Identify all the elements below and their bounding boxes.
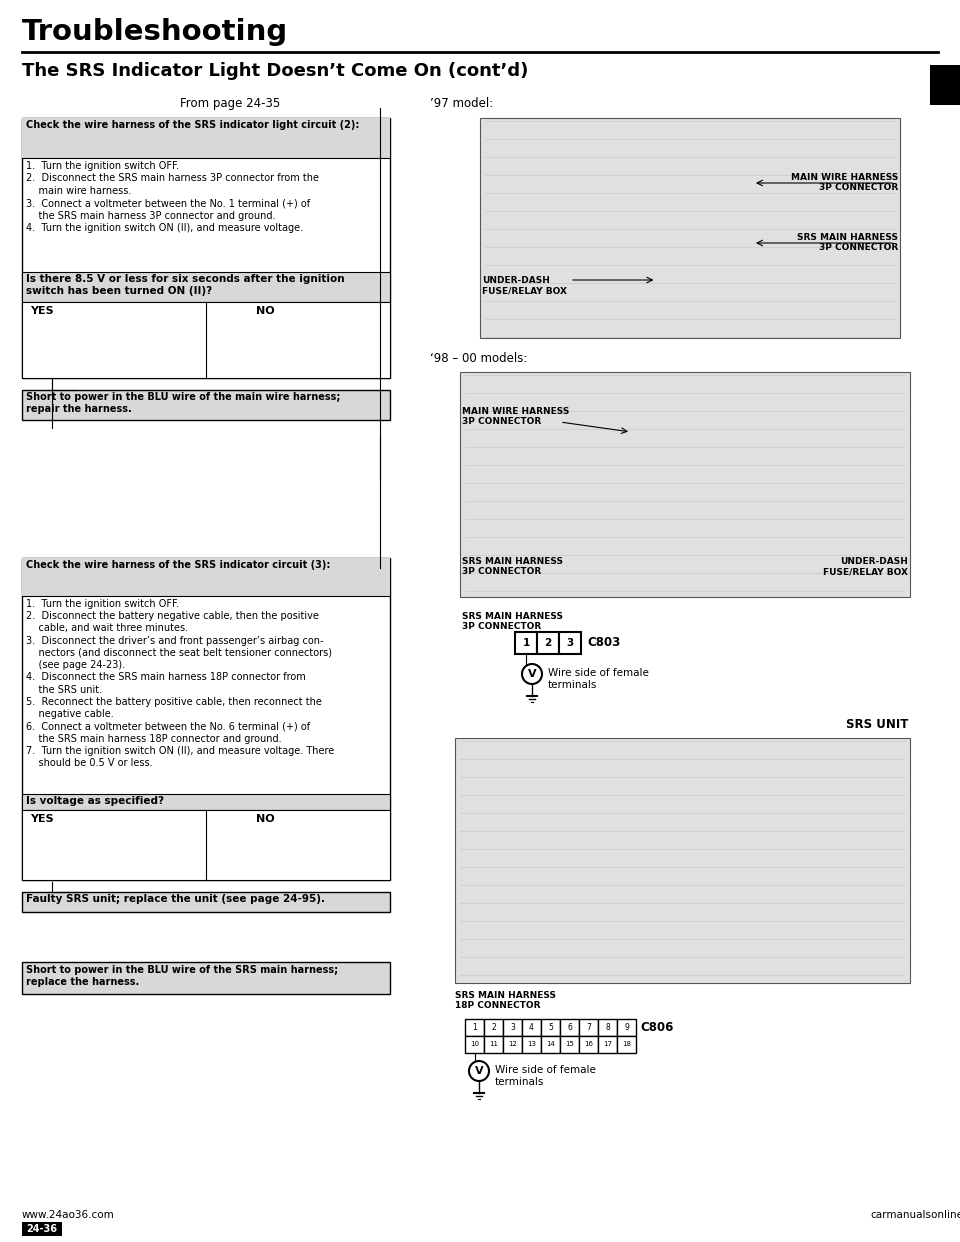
Text: 6: 6 xyxy=(567,1023,572,1032)
Bar xyxy=(465,1036,484,1053)
Bar xyxy=(560,1036,579,1053)
Text: NO: NO xyxy=(256,306,275,315)
Bar xyxy=(22,390,390,420)
Text: SRS UNIT: SRS UNIT xyxy=(846,718,908,732)
Text: 1: 1 xyxy=(472,1023,477,1032)
Bar xyxy=(579,1036,598,1053)
Text: MAIN WIRE HARNESS
3P CONNECTOR: MAIN WIRE HARNESS 3P CONNECTOR xyxy=(462,407,569,426)
Text: ’97 model:: ’97 model: xyxy=(430,97,493,111)
Text: 15: 15 xyxy=(565,1042,574,1047)
Text: 1.  Turn the ignition switch OFF.
2.  Disconnect the SRS main harness 3P connect: 1. Turn the ignition switch OFF. 2. Disc… xyxy=(26,161,319,233)
Bar xyxy=(22,558,390,596)
Text: Faulty SRS unit; replace the unit (see page 24-95).: Faulty SRS unit; replace the unit (see p… xyxy=(26,894,325,904)
Bar xyxy=(559,632,581,655)
Text: YES: YES xyxy=(30,814,54,823)
Text: Troubleshooting: Troubleshooting xyxy=(22,17,288,46)
Bar xyxy=(22,963,390,994)
Bar xyxy=(484,1018,503,1036)
Bar xyxy=(480,118,900,338)
Text: UNDER-DASH
FUSE/RELAY BOX: UNDER-DASH FUSE/RELAY BOX xyxy=(482,276,567,296)
Bar xyxy=(22,1222,62,1236)
Bar xyxy=(541,1036,560,1053)
Bar xyxy=(617,1018,636,1036)
Text: C803: C803 xyxy=(587,636,620,650)
Text: 14: 14 xyxy=(546,1042,555,1047)
Text: Short to power in the BLU wire of the main wire harness;
repair the harness.: Short to power in the BLU wire of the ma… xyxy=(26,392,341,414)
Text: From page 24-35: From page 24-35 xyxy=(180,97,280,111)
Text: 1: 1 xyxy=(522,638,530,648)
Text: 3: 3 xyxy=(566,638,574,648)
Text: SRS MAIN HARNESS
3P CONNECTOR: SRS MAIN HARNESS 3P CONNECTOR xyxy=(462,612,563,631)
Text: Is there 8.5 V or less for six seconds after the ignition
switch has been turned: Is there 8.5 V or less for six seconds a… xyxy=(26,274,345,296)
Text: 13: 13 xyxy=(527,1042,536,1047)
Text: carmanualsonline.info: carmanualsonline.info xyxy=(870,1210,960,1220)
Text: SRS MAIN HARNESS
18P CONNECTOR: SRS MAIN HARNESS 18P CONNECTOR xyxy=(455,991,556,1011)
Text: Check the wire harness of the SRS indicator light circuit (2):: Check the wire harness of the SRS indica… xyxy=(26,120,359,130)
Text: V: V xyxy=(528,669,537,679)
Text: Check the wire harness of the SRS indicator circuit (3):: Check the wire harness of the SRS indica… xyxy=(26,560,330,570)
Text: 9: 9 xyxy=(624,1023,629,1032)
Text: SRS MAIN HARNESS
3P CONNECTOR: SRS MAIN HARNESS 3P CONNECTOR xyxy=(462,556,563,576)
Text: Short to power in the BLU wire of the SRS main harness;
replace the harness.: Short to power in the BLU wire of the SR… xyxy=(26,965,338,986)
Text: UNDER-DASH
FUSE/RELAY BOX: UNDER-DASH FUSE/RELAY BOX xyxy=(823,556,908,576)
Text: 17: 17 xyxy=(603,1042,612,1047)
Bar xyxy=(22,892,390,912)
Circle shape xyxy=(522,664,542,684)
Circle shape xyxy=(469,1061,489,1081)
Text: www.24ao36.com: www.24ao36.com xyxy=(22,1210,115,1220)
Text: ‘98 – 00 models:: ‘98 – 00 models: xyxy=(430,351,527,365)
Text: 18: 18 xyxy=(622,1042,631,1047)
Text: V: V xyxy=(474,1066,483,1076)
Bar xyxy=(598,1036,617,1053)
Bar xyxy=(22,118,390,158)
Text: SRS MAIN HARNESS
3P CONNECTOR: SRS MAIN HARNESS 3P CONNECTOR xyxy=(797,233,898,252)
Text: 10: 10 xyxy=(470,1042,479,1047)
Bar xyxy=(484,1036,503,1053)
Bar xyxy=(541,1018,560,1036)
Text: 7: 7 xyxy=(586,1023,591,1032)
Bar xyxy=(22,118,390,378)
Text: C806: C806 xyxy=(640,1021,673,1035)
Bar xyxy=(455,738,910,982)
Text: 11: 11 xyxy=(489,1042,498,1047)
Text: 5: 5 xyxy=(548,1023,553,1032)
Bar xyxy=(22,302,390,378)
Bar xyxy=(22,272,390,302)
Bar xyxy=(560,1018,579,1036)
Bar xyxy=(22,558,390,881)
Text: NO: NO xyxy=(256,814,275,823)
Text: Wire side of female
terminals: Wire side of female terminals xyxy=(548,668,649,689)
Bar xyxy=(503,1036,522,1053)
Bar xyxy=(522,1018,541,1036)
Text: YES: YES xyxy=(30,306,54,315)
Text: 3: 3 xyxy=(510,1023,515,1032)
Text: 12: 12 xyxy=(508,1042,516,1047)
Bar xyxy=(579,1018,598,1036)
Text: 24-36: 24-36 xyxy=(27,1225,58,1235)
Text: Wire side of female
terminals: Wire side of female terminals xyxy=(495,1064,596,1087)
Text: 16: 16 xyxy=(584,1042,593,1047)
Bar xyxy=(930,65,960,106)
Text: 4: 4 xyxy=(529,1023,534,1032)
Bar xyxy=(465,1018,484,1036)
Bar xyxy=(22,810,390,881)
Bar xyxy=(598,1018,617,1036)
Text: Is voltage as specified?: Is voltage as specified? xyxy=(26,796,164,806)
Bar xyxy=(515,632,537,655)
Text: 2: 2 xyxy=(544,638,552,648)
Text: The SRS Indicator Light Doesn’t Come On (cont’d): The SRS Indicator Light Doesn’t Come On … xyxy=(22,62,528,79)
Bar xyxy=(22,794,390,810)
Text: 2: 2 xyxy=(492,1023,496,1032)
Text: MAIN WIRE HARNESS
3P CONNECTOR: MAIN WIRE HARNESS 3P CONNECTOR xyxy=(791,173,898,193)
Bar xyxy=(522,1036,541,1053)
Bar xyxy=(503,1018,522,1036)
Bar xyxy=(617,1036,636,1053)
Bar xyxy=(460,373,910,597)
Bar xyxy=(537,632,559,655)
Text: 1.  Turn the ignition switch OFF.
2.  Disconnect the battery negative cable, the: 1. Turn the ignition switch OFF. 2. Disc… xyxy=(26,599,334,768)
Text: 8: 8 xyxy=(605,1023,610,1032)
